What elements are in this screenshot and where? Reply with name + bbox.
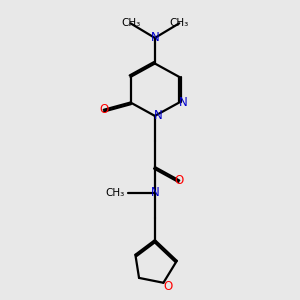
Text: CH₃: CH₃: [121, 18, 140, 28]
Text: N: N: [151, 186, 159, 199]
Text: O: O: [175, 174, 184, 187]
Text: O: O: [99, 103, 108, 116]
Text: N: N: [151, 32, 159, 44]
Text: CH₃: CH₃: [105, 188, 124, 198]
Text: N: N: [154, 110, 163, 122]
Text: O: O: [164, 280, 173, 293]
Text: CH₃: CH₃: [169, 18, 189, 28]
Text: N: N: [178, 96, 187, 109]
